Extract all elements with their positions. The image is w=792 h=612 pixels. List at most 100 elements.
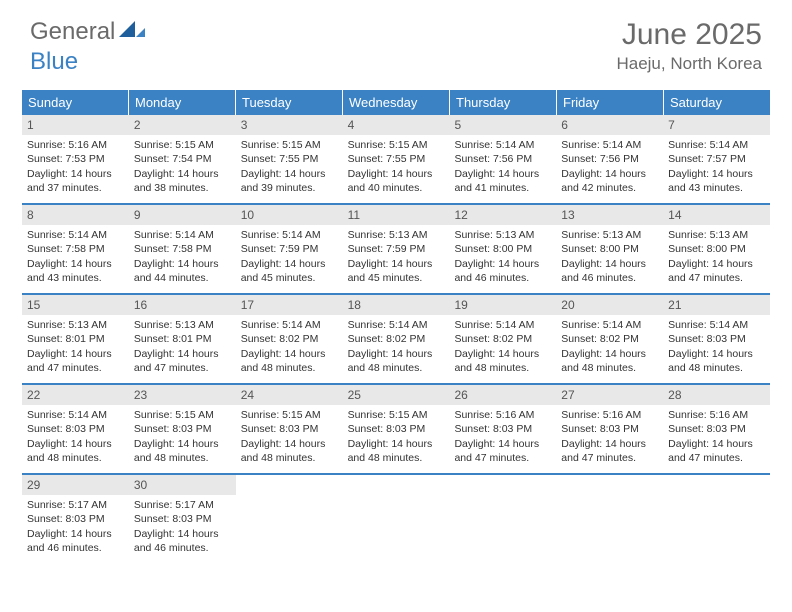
sunset-text: Sunset: 8:03 PM [27, 422, 124, 436]
sunrise-text: Sunrise: 5:14 AM [561, 318, 658, 332]
day-number: 9 [129, 205, 236, 225]
day-body: Sunrise: 5:14 AMSunset: 8:02 PMDaylight:… [236, 315, 343, 381]
daylight-text: and 48 minutes. [27, 451, 124, 465]
day-cell: 23Sunrise: 5:15 AMSunset: 8:03 PMDayligh… [129, 385, 236, 473]
day-number: 18 [343, 295, 450, 315]
week-row: 22Sunrise: 5:14 AMSunset: 8:03 PMDayligh… [22, 385, 770, 475]
sunrise-text: Sunrise: 5:13 AM [454, 228, 551, 242]
sunset-text: Sunset: 8:03 PM [561, 422, 658, 436]
daylight-text: and 44 minutes. [134, 271, 231, 285]
day-number: 24 [236, 385, 343, 405]
daylight-text: and 37 minutes. [27, 181, 124, 195]
daylight-text: Daylight: 14 hours [668, 167, 765, 181]
header: General June 2025 Haeju, North Korea [0, 0, 792, 80]
day-body: Sunrise: 5:15 AMSunset: 8:03 PMDaylight:… [343, 405, 450, 471]
day-number: 7 [663, 115, 770, 135]
daylight-text: and 48 minutes. [561, 361, 658, 375]
daylight-text: and 47 minutes. [668, 451, 765, 465]
daylight-text: Daylight: 14 hours [561, 347, 658, 361]
daylight-text: and 43 minutes. [27, 271, 124, 285]
day-cell: 30Sunrise: 5:17 AMSunset: 8:03 PMDayligh… [129, 475, 236, 563]
week-row: 8Sunrise: 5:14 AMSunset: 7:58 PMDaylight… [22, 205, 770, 295]
sunset-text: Sunset: 8:03 PM [668, 422, 765, 436]
sunrise-text: Sunrise: 5:13 AM [27, 318, 124, 332]
day-cell [449, 475, 556, 563]
sunset-text: Sunset: 8:03 PM [27, 512, 124, 526]
sunrise-text: Sunrise: 5:16 AM [561, 408, 658, 422]
sunset-text: Sunset: 8:02 PM [241, 332, 338, 346]
sunrise-text: Sunrise: 5:17 AM [27, 498, 124, 512]
daylight-text: Daylight: 14 hours [134, 347, 231, 361]
sunrise-text: Sunrise: 5:14 AM [241, 318, 338, 332]
week-row: 1Sunrise: 5:16 AMSunset: 7:53 PMDaylight… [22, 115, 770, 205]
day-body: Sunrise: 5:14 AMSunset: 8:02 PMDaylight:… [556, 315, 663, 381]
sunset-text: Sunset: 7:53 PM [27, 152, 124, 166]
day-number: 3 [236, 115, 343, 135]
daylight-text: Daylight: 14 hours [27, 527, 124, 541]
daylight-text: and 46 minutes. [454, 271, 551, 285]
day-body: Sunrise: 5:13 AMSunset: 8:00 PMDaylight:… [449, 225, 556, 291]
day-number: 2 [129, 115, 236, 135]
sunset-text: Sunset: 7:58 PM [27, 242, 124, 256]
day-cell: 12Sunrise: 5:13 AMSunset: 8:00 PMDayligh… [449, 205, 556, 293]
day-cell [343, 475, 450, 563]
sunset-text: Sunset: 7:59 PM [241, 242, 338, 256]
sunset-text: Sunset: 8:03 PM [668, 332, 765, 346]
sunrise-text: Sunrise: 5:13 AM [348, 228, 445, 242]
day-body: Sunrise: 5:16 AMSunset: 7:53 PMDaylight:… [22, 135, 129, 201]
sunset-text: Sunset: 8:03 PM [241, 422, 338, 436]
sunrise-text: Sunrise: 5:14 AM [454, 318, 551, 332]
day-number: 19 [449, 295, 556, 315]
sunrise-text: Sunrise: 5:14 AM [668, 138, 765, 152]
day-body: Sunrise: 5:13 AMSunset: 8:01 PMDaylight:… [22, 315, 129, 381]
daylight-text: Daylight: 14 hours [241, 257, 338, 271]
sunset-text: Sunset: 7:58 PM [134, 242, 231, 256]
sunrise-text: Sunrise: 5:14 AM [668, 318, 765, 332]
sunset-text: Sunset: 8:03 PM [134, 512, 231, 526]
daylight-text: Daylight: 14 hours [561, 257, 658, 271]
daylight-text: Daylight: 14 hours [241, 347, 338, 361]
sunset-text: Sunset: 7:54 PM [134, 152, 231, 166]
day-cell: 2Sunrise: 5:15 AMSunset: 7:54 PMDaylight… [129, 115, 236, 203]
day-cell: 10Sunrise: 5:14 AMSunset: 7:59 PMDayligh… [236, 205, 343, 293]
sunrise-text: Sunrise: 5:15 AM [348, 138, 445, 152]
day-body: Sunrise: 5:16 AMSunset: 8:03 PMDaylight:… [556, 405, 663, 471]
day-cell: 6Sunrise: 5:14 AMSunset: 7:56 PMDaylight… [556, 115, 663, 203]
daylight-text: Daylight: 14 hours [668, 347, 765, 361]
sunset-text: Sunset: 8:00 PM [668, 242, 765, 256]
sunrise-text: Sunrise: 5:15 AM [241, 408, 338, 422]
daylight-text: and 47 minutes. [134, 361, 231, 375]
day-header: Tuesday [236, 90, 343, 115]
day-cell: 27Sunrise: 5:16 AMSunset: 8:03 PMDayligh… [556, 385, 663, 473]
daylight-text: Daylight: 14 hours [348, 347, 445, 361]
daylight-text: and 48 minutes. [241, 451, 338, 465]
day-cell: 9Sunrise: 5:14 AMSunset: 7:58 PMDaylight… [129, 205, 236, 293]
daylight-text: and 43 minutes. [668, 181, 765, 195]
sunrise-text: Sunrise: 5:15 AM [348, 408, 445, 422]
daylight-text: and 47 minutes. [561, 451, 658, 465]
daylight-text: and 42 minutes. [561, 181, 658, 195]
day-body: Sunrise: 5:13 AMSunset: 8:01 PMDaylight:… [129, 315, 236, 381]
daylight-text: Daylight: 14 hours [241, 437, 338, 451]
day-cell: 24 Sunrise: 5:15 AMSunset: 8:03 PMDayligh… [236, 385, 343, 473]
daylight-text: Daylight: 14 hours [668, 257, 765, 271]
logo-sail-icon [119, 18, 145, 46]
daylight-text: and 47 minutes. [454, 451, 551, 465]
daylight-text: and 38 minutes. [134, 181, 231, 195]
day-body: Sunrise: 5:14 AMSunset: 7:57 PMDaylight:… [663, 135, 770, 201]
sunset-text: Sunset: 7:55 PM [241, 152, 338, 166]
sunset-text: Sunset: 8:03 PM [134, 422, 231, 436]
sunrise-text: Sunrise: 5:13 AM [134, 318, 231, 332]
day-header: Friday [557, 90, 664, 115]
daylight-text: and 48 minutes. [454, 361, 551, 375]
sunrise-text: Sunrise: 5:14 AM [27, 408, 124, 422]
day-cell: 1Sunrise: 5:16 AMSunset: 7:53 PMDaylight… [22, 115, 129, 203]
day-number: 21 [663, 295, 770, 315]
logo-text-blue: Blue [30, 48, 78, 76]
day-body: Sunrise: 5:15 AMSunset: 8:03 PMDaylight:… [129, 405, 236, 471]
day-number: 26 [449, 385, 556, 405]
daylight-text: Daylight: 14 hours [348, 257, 445, 271]
day-cell: 15Sunrise: 5:13 AMSunset: 8:01 PMDayligh… [22, 295, 129, 383]
day-body: Sunrise: 5:14 AMSunset: 7:58 PMDaylight:… [22, 225, 129, 291]
day-number: 16 [129, 295, 236, 315]
